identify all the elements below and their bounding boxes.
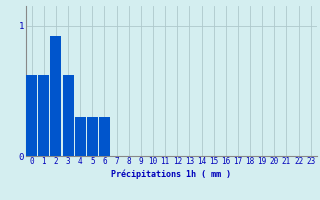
Bar bbox=[63, 75, 74, 156]
X-axis label: Précipitations 1h ( mm ): Précipitations 1h ( mm ) bbox=[111, 169, 231, 179]
Bar bbox=[99, 117, 110, 156]
Bar bbox=[51, 36, 61, 156]
Bar bbox=[26, 75, 37, 156]
Bar bbox=[75, 117, 86, 156]
Bar bbox=[87, 117, 98, 156]
Bar bbox=[38, 75, 49, 156]
